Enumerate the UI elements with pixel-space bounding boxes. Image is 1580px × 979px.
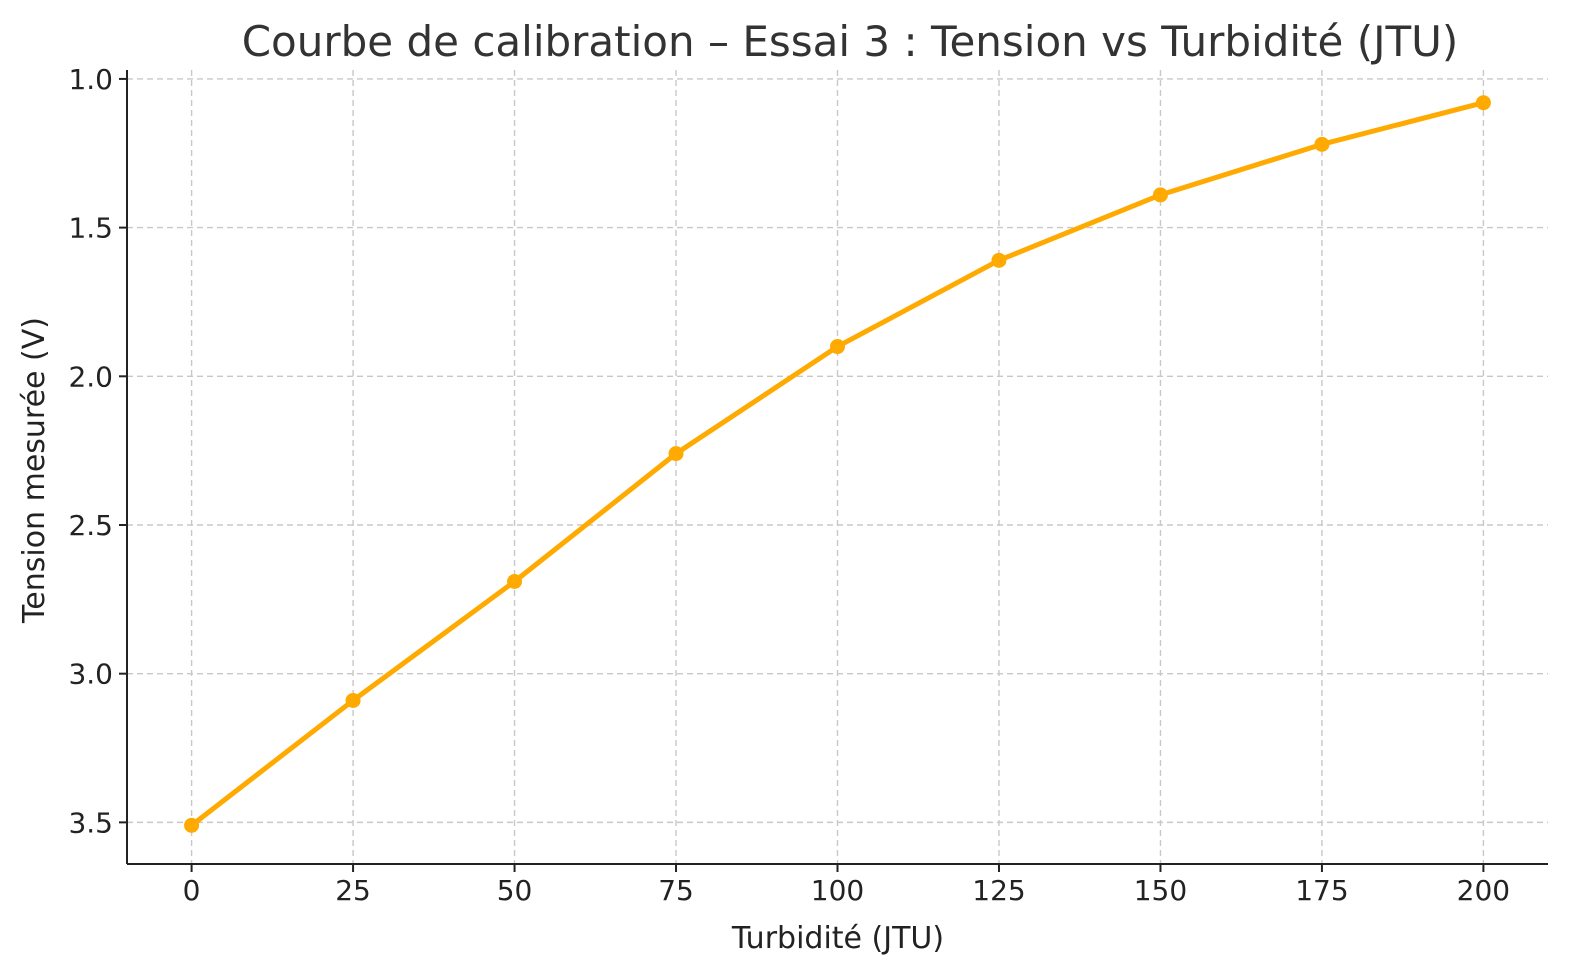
x-tick-label-100: 100 (811, 874, 864, 907)
data-point-200 (1475, 95, 1491, 111)
y-axis-ticks: 1.0 1.5 2.0 2.5 3.0 3.5 (68, 63, 127, 839)
x-axis-label: Turbidité (JTU) (731, 921, 944, 956)
data-point-75 (668, 446, 684, 462)
y-tick-label-3.5: 3.5 (68, 806, 113, 839)
data-point-100 (830, 339, 845, 355)
data-point-150 (1152, 187, 1168, 203)
y-tick-label-1.5: 1.5 (68, 212, 113, 245)
x-tick-label-125: 125 (972, 874, 1025, 907)
x-tick-label-75: 75 (658, 874, 694, 907)
y-tick-label-2.5: 2.5 (68, 509, 113, 542)
series (184, 95, 1491, 833)
y-tick-label-1.0: 1.0 (68, 63, 113, 96)
y-tick-label-2.0: 2.0 (68, 360, 113, 393)
x-tick-label-50: 50 (497, 874, 533, 907)
x-tick-label-25: 25 (335, 874, 371, 907)
y-axis-label: Tension mesurée (V) (17, 317, 52, 624)
data-point-50 (507, 573, 523, 589)
x-tick-label-200: 200 (1457, 874, 1510, 907)
x-tick-label-0: 0 (183, 874, 201, 907)
data-point-125 (991, 252, 1007, 268)
data-point-25 (345, 692, 361, 708)
grid (127, 70, 1548, 864)
x-axis-ticks: 0 25 50 75 100 125 150 175 200 (183, 864, 1510, 907)
data-point-0 (184, 817, 200, 833)
x-tick-label-150: 150 (1134, 874, 1187, 907)
y-tick-label-3.0: 3.0 (68, 658, 113, 691)
chart-title: Courbe de calibration – Essai 3 : Tensio… (242, 17, 1459, 66)
data-point-175 (1314, 136, 1330, 152)
x-tick-label-175: 175 (1295, 874, 1348, 907)
